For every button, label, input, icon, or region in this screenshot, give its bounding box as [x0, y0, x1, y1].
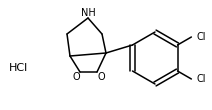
Text: Cl: Cl — [196, 74, 206, 84]
Text: O: O — [97, 72, 105, 82]
Text: O: O — [72, 72, 80, 82]
Text: NH: NH — [81, 8, 95, 18]
Text: Cl: Cl — [196, 32, 206, 42]
Text: HCl: HCl — [8, 63, 28, 73]
